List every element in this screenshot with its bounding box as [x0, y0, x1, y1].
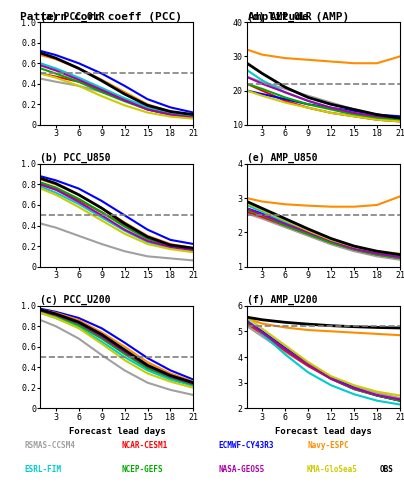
X-axis label: Forecast lead days: Forecast lead days: [275, 427, 372, 436]
Text: RSMAS-CCSM4: RSMAS-CCSM4: [24, 441, 75, 450]
Text: NASA-GEOS5: NASA-GEOS5: [218, 465, 264, 474]
Text: KMA-GloSea5: KMA-GloSea5: [307, 465, 358, 474]
Text: ECMWF-CY43R3: ECMWF-CY43R3: [218, 441, 274, 450]
Text: (e) AMP_U850: (e) AMP_U850: [247, 153, 318, 163]
Text: (c) PCC_U200: (c) PCC_U200: [40, 295, 111, 305]
Text: ESRL-FIM: ESRL-FIM: [24, 465, 61, 474]
Text: (b) PCC_U850: (b) PCC_U850: [40, 153, 111, 163]
Text: Amplitude (AMP): Amplitude (AMP): [248, 12, 349, 22]
Text: NCEP-GEFS: NCEP-GEFS: [121, 465, 163, 474]
X-axis label: Forecast lead days: Forecast lead days: [69, 427, 165, 436]
Text: OBS: OBS: [380, 465, 393, 474]
Text: Navy-ESPC: Navy-ESPC: [307, 441, 349, 450]
Text: Pattern corr coeff (PCC): Pattern corr coeff (PCC): [20, 12, 182, 22]
Text: (d) AMP_OLR: (d) AMP_OLR: [247, 11, 311, 22]
Text: NCAR-CESM1: NCAR-CESM1: [121, 441, 167, 450]
Text: (a) PCC_OLR: (a) PCC_OLR: [40, 11, 105, 22]
Text: (f) AMP_U200: (f) AMP_U200: [247, 295, 318, 305]
